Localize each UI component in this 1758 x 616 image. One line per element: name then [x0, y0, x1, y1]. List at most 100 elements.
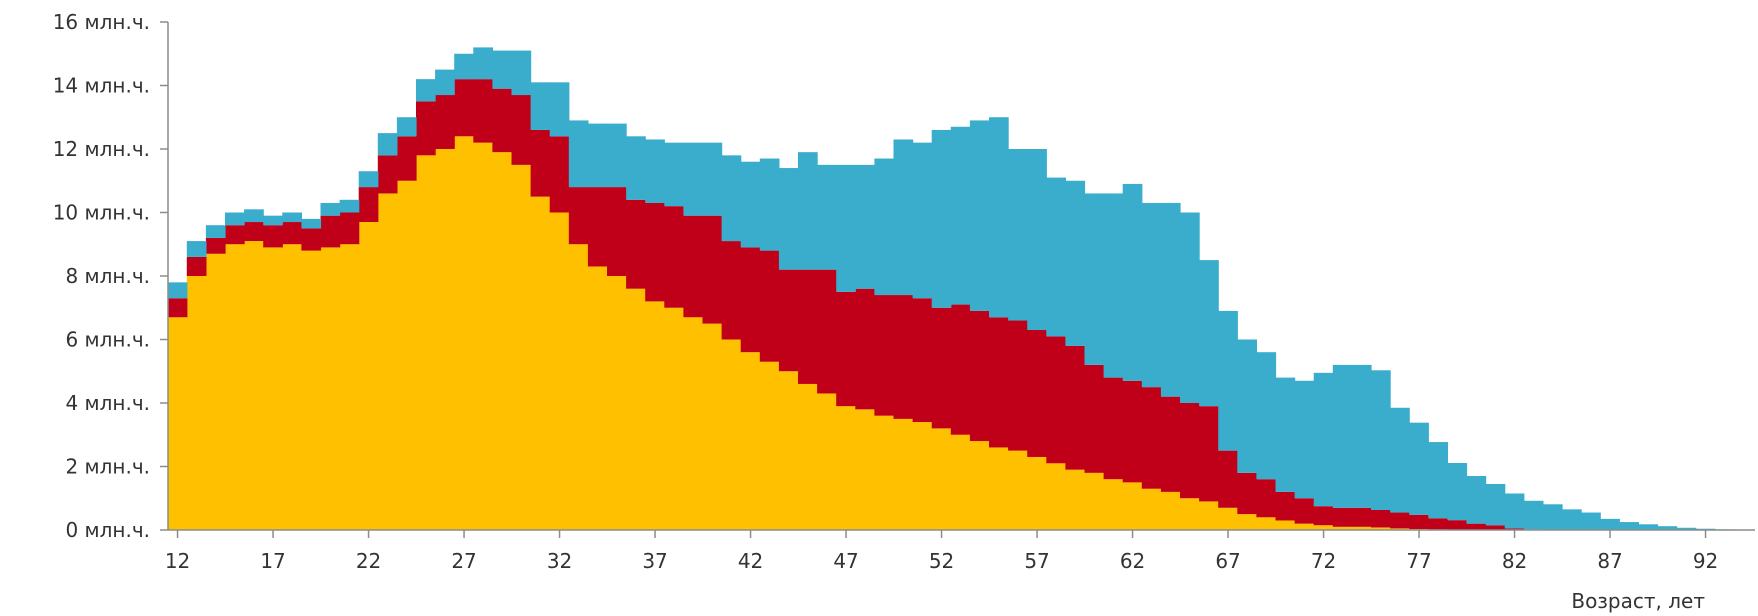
- bar-step: [950, 126, 971, 305]
- bar-step: [1237, 339, 1257, 473]
- bar-step: [358, 222, 379, 530]
- bar-step: [454, 79, 474, 137]
- y-tick-label: 4 млн.ч.: [65, 391, 150, 415]
- bar-step: [1294, 523, 1315, 530]
- y-tick-label: 16 млн.ч.: [53, 10, 150, 34]
- bar-step: [435, 95, 455, 149]
- bar-step: [530, 196, 551, 530]
- bar-step: [1332, 526, 1353, 530]
- bar-step: [1428, 442, 1448, 519]
- bar-step: [1390, 528, 1410, 530]
- bar-step: [1275, 377, 1296, 492]
- bar-step: [1504, 493, 1525, 529]
- x-axis-label: Возраст, лет: [1571, 589, 1705, 613]
- bar-step: [416, 101, 436, 156]
- bar-step: [587, 123, 608, 188]
- bar-step: [607, 276, 627, 530]
- bar-step: [607, 187, 627, 276]
- bar-step: [683, 142, 704, 216]
- bar-step: [1294, 380, 1315, 499]
- bar-step: [263, 215, 283, 226]
- bar-step: [817, 269, 837, 394]
- x-tick-label: 37: [642, 549, 667, 573]
- bar-step: [645, 301, 665, 530]
- bar-step: [320, 215, 341, 248]
- bar-step: [1466, 476, 1487, 524]
- bar-step: [931, 307, 952, 429]
- bar-step: [549, 82, 570, 137]
- bar-step: [1046, 336, 1066, 464]
- bar-step: [759, 158, 780, 251]
- y-tick-label: 14 млн.ч.: [53, 74, 150, 98]
- bar-step: [244, 222, 264, 242]
- bar-step: [893, 418, 914, 530]
- bar-step: [1562, 509, 1582, 530]
- bar-step: [1027, 456, 1047, 530]
- bar-step: [1160, 491, 1181, 530]
- x-tick-label: 72: [1311, 549, 1336, 573]
- series-2: [167, 79, 1563, 530]
- bar-step: [778, 371, 799, 530]
- bar-step: [263, 225, 283, 248]
- bar-step: [301, 250, 322, 530]
- bar-step: [836, 406, 856, 530]
- bar-step: [989, 447, 1009, 530]
- x-tick-label: 17: [260, 549, 285, 573]
- bar-step: [205, 253, 226, 530]
- bar-step: [1008, 450, 1028, 530]
- bar-step: [225, 212, 245, 226]
- bar-step: [1294, 498, 1315, 524]
- bar-step: [989, 317, 1009, 448]
- bar-step: [511, 164, 532, 530]
- x-tick-label: 82: [1502, 549, 1527, 573]
- bar-step: [893, 295, 914, 419]
- bar-step: [473, 79, 493, 143]
- bar-step: [626, 199, 646, 289]
- bar-step: [167, 317, 188, 530]
- bar-step: [492, 88, 513, 153]
- bar-step: [721, 155, 742, 242]
- bar-step: [1008, 320, 1028, 451]
- bar-step: [664, 206, 684, 308]
- bar-step: [167, 298, 188, 318]
- bar-step: [1351, 507, 1372, 527]
- bar-step: [1046, 463, 1066, 530]
- bar-step: [1390, 512, 1410, 529]
- bar-step: [1218, 310, 1238, 451]
- bar-step: [473, 142, 493, 530]
- bar-step: [396, 180, 417, 530]
- bar-step: [702, 323, 723, 530]
- bar-step: [1084, 472, 1105, 530]
- bar-step: [454, 136, 474, 531]
- bar-step: [778, 168, 799, 270]
- bar-step: [1447, 520, 1468, 530]
- bar-step: [530, 129, 551, 197]
- bar-step: [1313, 372, 1334, 507]
- bar-step: [1447, 463, 1468, 521]
- bar-step: [225, 244, 245, 530]
- bar-step: [568, 187, 589, 245]
- bar-step: [1504, 528, 1525, 530]
- bar-step: [225, 225, 245, 245]
- bar-step: [1466, 523, 1487, 530]
- bar-step: [1313, 506, 1334, 526]
- y-tick-label: 0 млн.ч.: [65, 518, 150, 542]
- bar-step: [1256, 517, 1277, 530]
- x-tick-label: 57: [1024, 549, 1049, 573]
- bar-step: [1409, 422, 1429, 515]
- series-1: [167, 136, 1468, 531]
- bar-step: [549, 212, 570, 530]
- bar-step: [912, 298, 933, 423]
- series-3: [167, 47, 1754, 530]
- x-tick-label: 67: [1215, 549, 1240, 573]
- bar-step: [511, 95, 532, 165]
- bar-step: [721, 241, 742, 340]
- bar-step: [435, 69, 455, 96]
- bar-step: [1046, 177, 1066, 337]
- bar-step: [817, 164, 837, 270]
- bar-step: [358, 187, 379, 223]
- bar-step: [1065, 345, 1086, 470]
- bar-step: [492, 50, 513, 89]
- bar-step: [1371, 509, 1391, 528]
- bar-step: [358, 171, 379, 188]
